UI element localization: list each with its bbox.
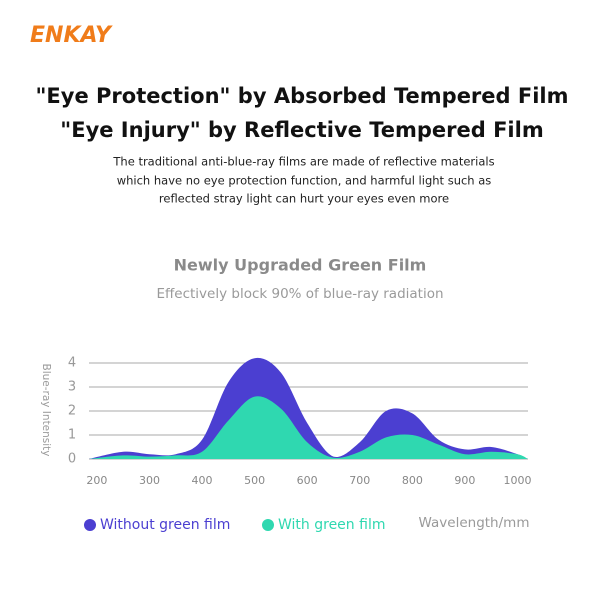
x-tick-label: 600 [297,474,318,487]
chart-title: Newly Upgraded Green Film [174,256,427,275]
description: which have no eye protection function, a… [117,174,492,188]
legend-label: Without green film [100,517,230,533]
y-tick-label: 1 [68,428,76,443]
x-tick-label: 400 [192,474,213,487]
area [89,396,528,459]
description: reflected stray light can hurt your eyes… [159,192,449,206]
y-tick-label: 3 [68,380,76,395]
description: The traditional anti-blue-ray films are … [112,155,494,169]
y-tick-label: 4 [68,356,76,371]
x-tick-label: 200 [86,474,107,487]
headline: "Eye Protection" by Absorbed Tempered Fi… [35,84,568,108]
x-tick-label: 700 [349,474,370,487]
chart-subtitle: Effectively block 90% of blue-ray radiat… [156,286,443,302]
area [89,357,528,459]
y-axis-label: Blue-ray Intensity [40,363,52,456]
x-tick-label: 1000 [503,474,531,487]
brand: ENKAY [30,23,113,48]
x-tick-label: 300 [139,474,160,487]
legend-marker [84,519,96,531]
legend-label: With green film [278,517,385,533]
x-axis-label: Wavelength/mm [419,515,530,531]
y-tick-label: 2 [68,404,76,419]
x-tick-label: 800 [402,474,423,487]
y-tick-label: 0 [68,452,76,467]
x-tick-label: 500 [244,474,265,487]
x-tick-label: 900 [454,474,475,487]
headline: "Eye Injury" by Reflective Tempered Film [60,118,543,142]
legend-marker [262,519,274,531]
